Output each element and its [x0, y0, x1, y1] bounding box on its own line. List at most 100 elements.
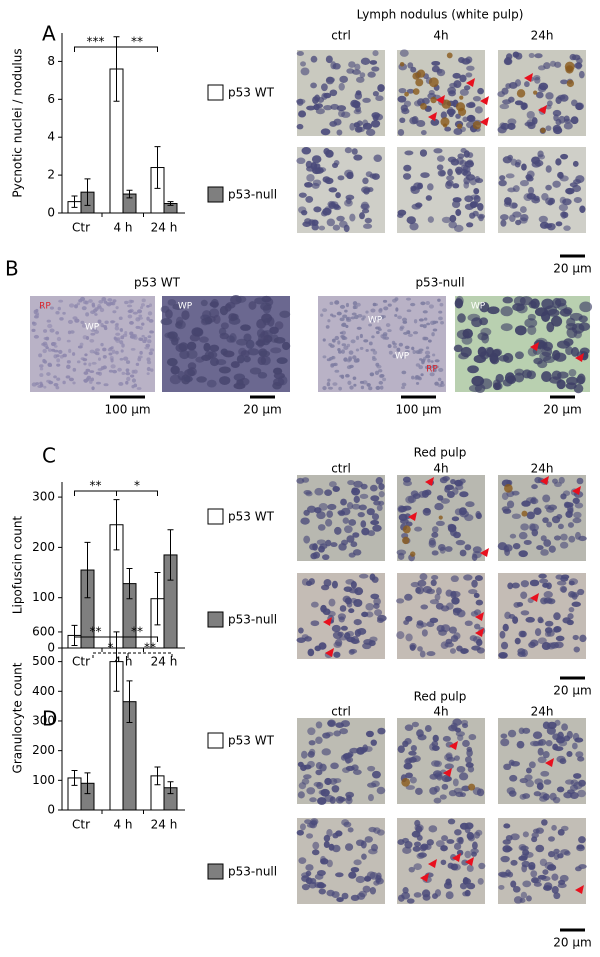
nucleus	[296, 477, 305, 484]
nucleus	[423, 336, 429, 341]
nucleus	[240, 350, 250, 357]
nucleus	[146, 339, 152, 344]
nucleus	[129, 320, 134, 325]
nucleus	[397, 894, 405, 902]
nucleus	[344, 309, 348, 313]
nucleus	[323, 578, 332, 587]
nucleus	[441, 216, 452, 224]
nucleus	[573, 773, 582, 779]
nucleus	[81, 306, 87, 311]
nucleus	[545, 125, 552, 132]
nucleus	[471, 841, 478, 850]
nucleus	[39, 367, 44, 371]
nucleus	[528, 641, 536, 649]
nucleus	[404, 758, 412, 765]
nucleus	[452, 778, 459, 787]
nucleus	[369, 871, 379, 880]
nucleus	[332, 485, 340, 492]
nucleus	[330, 542, 338, 548]
nucleus	[517, 648, 526, 655]
nucleus	[554, 61, 562, 68]
nucleus	[346, 365, 352, 370]
nucleus	[408, 866, 415, 873]
nucleus	[427, 358, 431, 363]
nucleus	[352, 301, 358, 306]
nucleus	[139, 306, 144, 310]
nucleus	[326, 358, 331, 362]
nucleus	[80, 296, 86, 302]
nucleus	[69, 330, 75, 334]
nucleus	[519, 179, 529, 187]
nucleus	[518, 630, 526, 638]
nucleus	[376, 316, 380, 321]
nucleus	[514, 351, 524, 360]
error-bar	[113, 499, 120, 551]
nucleus	[404, 350, 410, 353]
nucleus	[460, 147, 467, 154]
nucleus	[310, 601, 319, 608]
nucleus	[569, 791, 579, 799]
nucleus	[145, 343, 151, 348]
nucleus	[537, 756, 547, 764]
nucleus	[112, 299, 117, 303]
nucleus	[305, 196, 314, 203]
nucleus	[528, 761, 536, 769]
nucleus	[572, 634, 579, 641]
nucleus	[362, 885, 371, 893]
nucleus	[578, 836, 586, 844]
nucleus	[363, 638, 373, 645]
pigment	[410, 551, 416, 557]
nucleus	[357, 314, 363, 318]
nucleus	[537, 65, 546, 71]
nucleus	[547, 308, 560, 317]
nucleus	[326, 889, 335, 897]
nucleus	[403, 762, 413, 770]
nucleus	[374, 609, 383, 617]
nucleus	[146, 304, 150, 308]
nucleus	[398, 342, 404, 347]
nucleus	[53, 345, 58, 348]
nucleus	[94, 329, 100, 334]
nucleus	[336, 215, 345, 222]
nucleus	[553, 535, 562, 541]
nucleus	[459, 549, 467, 557]
nucleus	[349, 648, 358, 654]
nucleus	[365, 128, 376, 137]
nucleus	[414, 526, 423, 532]
micrograph	[497, 475, 587, 561]
nucleus	[360, 385, 365, 390]
nucleus	[433, 148, 443, 154]
nucleus	[245, 339, 255, 349]
nucleus	[209, 301, 219, 308]
nucleus	[183, 375, 193, 383]
nucleus	[399, 326, 404, 331]
nucleus	[55, 385, 60, 390]
nucleus	[440, 380, 444, 385]
nucleus	[327, 200, 336, 208]
nucleus	[453, 344, 463, 353]
nucleus	[354, 126, 363, 133]
nucleus	[576, 375, 585, 385]
nucleus	[267, 316, 275, 327]
nucleus	[439, 476, 448, 484]
nucleus	[501, 87, 509, 95]
nucleus	[551, 824, 557, 831]
nucleus	[359, 333, 363, 339]
nucleus	[579, 205, 586, 213]
nucleus	[371, 780, 380, 788]
nucleus	[467, 152, 474, 158]
nucleus	[451, 863, 461, 871]
nucleus	[301, 578, 309, 586]
nucleus	[465, 72, 473, 78]
nucleus	[576, 844, 585, 850]
region-label: WP	[395, 352, 410, 362]
pigment	[521, 510, 528, 517]
nucleus	[566, 750, 573, 758]
nucleus	[343, 345, 349, 350]
nucleus	[402, 331, 409, 335]
nucleus	[327, 386, 334, 390]
nucleus	[170, 365, 180, 375]
nucleus	[346, 316, 352, 321]
nucleus	[373, 597, 381, 606]
